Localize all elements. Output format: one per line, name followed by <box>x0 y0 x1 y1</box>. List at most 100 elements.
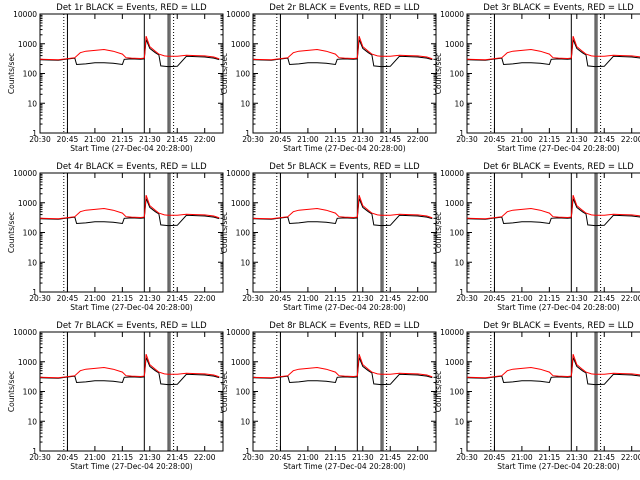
y-tick-label: 1000 <box>18 40 37 49</box>
x-tick-label: 21:00 <box>297 294 319 303</box>
x-tick-label: 21:30 <box>566 453 588 462</box>
y-tick-label: 10 <box>27 417 37 426</box>
x-tick-label: 21:15 <box>325 453 347 462</box>
x-axis-label: Start Time (27-Dec-04 20:28:00) <box>70 303 192 312</box>
x-tick-label: 21:45 <box>593 294 615 303</box>
panel-title: Det 2r BLACK = Events, RED = LLD <box>269 3 420 13</box>
y-tick-label: 100 <box>450 388 465 397</box>
panel-9: Det 9r BLACK = Events, RED = LLD 1 10 100 10… <box>434 321 640 471</box>
x-tick-label: 21:30 <box>566 135 588 144</box>
y-tick-label: 10000 <box>226 328 250 337</box>
y-tick-label: 1000 <box>445 199 464 208</box>
series-line-lld <box>252 195 433 220</box>
x-tick-label: 20:45 <box>57 294 79 303</box>
x-tick-label: 21:15 <box>112 135 134 144</box>
x-tick-label: 21:00 <box>84 453 106 462</box>
y-axis-label: Counts/sec <box>7 371 16 412</box>
series-line-events <box>39 357 220 386</box>
panel-5: Det 5r BLACK = Events, RED = LLD 1 10 100 10… <box>220 162 437 312</box>
y-tick-label: 10 <box>454 258 464 267</box>
y-axis-label: Counts/sec <box>434 371 443 412</box>
y-tick-label: 1 <box>32 288 37 297</box>
x-tick-label: 21:00 <box>84 135 106 144</box>
panel-title: Det 7r BLACK = Events, RED = LLD <box>56 321 207 331</box>
x-tick-label: 20:30 <box>29 135 51 144</box>
x-tick-label: 20:45 <box>57 453 79 462</box>
x-tick-label: 20:45 <box>270 294 292 303</box>
y-axis-label: Counts/sec <box>434 212 443 253</box>
x-tick-label: 22:00 <box>407 453 429 462</box>
series-line-events <box>252 198 433 227</box>
y-tick-label: 10000 <box>440 328 464 337</box>
x-axis-label: Start Time (27-Dec-04 20:28:00) <box>497 303 619 312</box>
series-line-lld <box>252 36 433 61</box>
y-tick-label: 1 <box>459 129 464 138</box>
panel-6: Det 6r BLACK = Events, RED = LLD 1 10 100 10… <box>434 162 640 312</box>
x-tick-label: 22:00 <box>194 135 216 144</box>
y-tick-label: 1000 <box>18 199 37 208</box>
y-tick-label: 1 <box>32 129 37 138</box>
y-tick-label: 1 <box>245 447 250 456</box>
x-tick-label: 20:45 <box>484 453 506 462</box>
y-tick-label: 10000 <box>440 10 464 19</box>
x-tick-label: 21:00 <box>297 453 319 462</box>
x-axis-label: Start Time (27-Dec-04 20:28:00) <box>283 144 405 153</box>
x-tick-label: 21:45 <box>166 453 188 462</box>
y-tick-label: 1 <box>245 288 250 297</box>
x-tick-label: 20:30 <box>242 453 264 462</box>
y-tick-label: 100 <box>23 388 38 397</box>
series-line-lld <box>39 354 220 379</box>
y-tick-label: 10000 <box>13 169 37 178</box>
x-tick-label: 21:00 <box>511 135 533 144</box>
series-line-lld <box>252 354 433 379</box>
x-tick-label: 20:30 <box>242 135 264 144</box>
x-tick-label: 22:00 <box>194 453 216 462</box>
x-tick-label: 21:00 <box>511 294 533 303</box>
x-tick-label: 21:15 <box>539 294 561 303</box>
x-tick-label: 21:15 <box>112 294 134 303</box>
y-tick-label: 100 <box>236 70 251 79</box>
series-line-events <box>466 198 640 227</box>
y-tick-label: 1000 <box>18 358 37 367</box>
series-line-lld <box>39 195 220 220</box>
x-axis-label: Start Time (27-Dec-04 20:28:00) <box>497 462 619 471</box>
x-tick-label: 22:00 <box>621 453 640 462</box>
y-tick-label: 10000 <box>440 169 464 178</box>
panel-7: Det 7r BLACK = Events, RED = LLD 1 10 100 10… <box>7 321 224 471</box>
panel-title: Det 4r BLACK = Events, RED = LLD <box>56 162 207 172</box>
x-tick-label: 21:15 <box>539 453 561 462</box>
x-tick-label: 21:00 <box>84 294 106 303</box>
series-line-events <box>39 39 220 68</box>
x-tick-label: 21:15 <box>112 453 134 462</box>
plot-frame <box>466 13 640 134</box>
y-tick-label: 10000 <box>13 328 37 337</box>
panel-title: Det 9r BLACK = Events, RED = LLD <box>483 321 634 331</box>
x-axis-label: Start Time (27-Dec-04 20:28:00) <box>497 144 619 153</box>
plot-frame <box>466 331 640 452</box>
y-tick-label: 100 <box>450 229 465 238</box>
y-tick-label: 100 <box>23 70 38 79</box>
panel-title: Det 3r BLACK = Events, RED = LLD <box>483 3 634 13</box>
panel-3: Det 3r BLACK = Events, RED = LLD 1 10 100 10… <box>434 3 640 153</box>
series-line-events <box>252 39 433 68</box>
y-tick-label: 10000 <box>226 10 250 19</box>
y-axis-label: Counts/sec <box>220 371 229 412</box>
series-line-lld <box>466 354 640 379</box>
x-tick-label: 21:30 <box>139 453 161 462</box>
x-tick-label: 21:30 <box>352 453 374 462</box>
series-line-lld <box>466 36 640 61</box>
y-tick-label: 100 <box>23 229 38 238</box>
y-tick-label: 10000 <box>226 169 250 178</box>
x-tick-label: 21:45 <box>593 453 615 462</box>
x-axis-label: Start Time (27-Dec-04 20:28:00) <box>283 462 405 471</box>
x-tick-label: 21:45 <box>379 135 401 144</box>
y-tick-label: 1000 <box>231 358 250 367</box>
x-tick-label: 21:15 <box>325 135 347 144</box>
x-axis-label: Start Time (27-Dec-04 20:28:00) <box>70 462 192 471</box>
y-axis-label: Counts/sec <box>220 53 229 94</box>
x-tick-label: 20:45 <box>484 135 506 144</box>
x-tick-label: 21:30 <box>352 294 374 303</box>
x-tick-label: 22:00 <box>407 294 429 303</box>
x-tick-label: 21:45 <box>166 294 188 303</box>
x-tick-label: 20:30 <box>29 294 51 303</box>
